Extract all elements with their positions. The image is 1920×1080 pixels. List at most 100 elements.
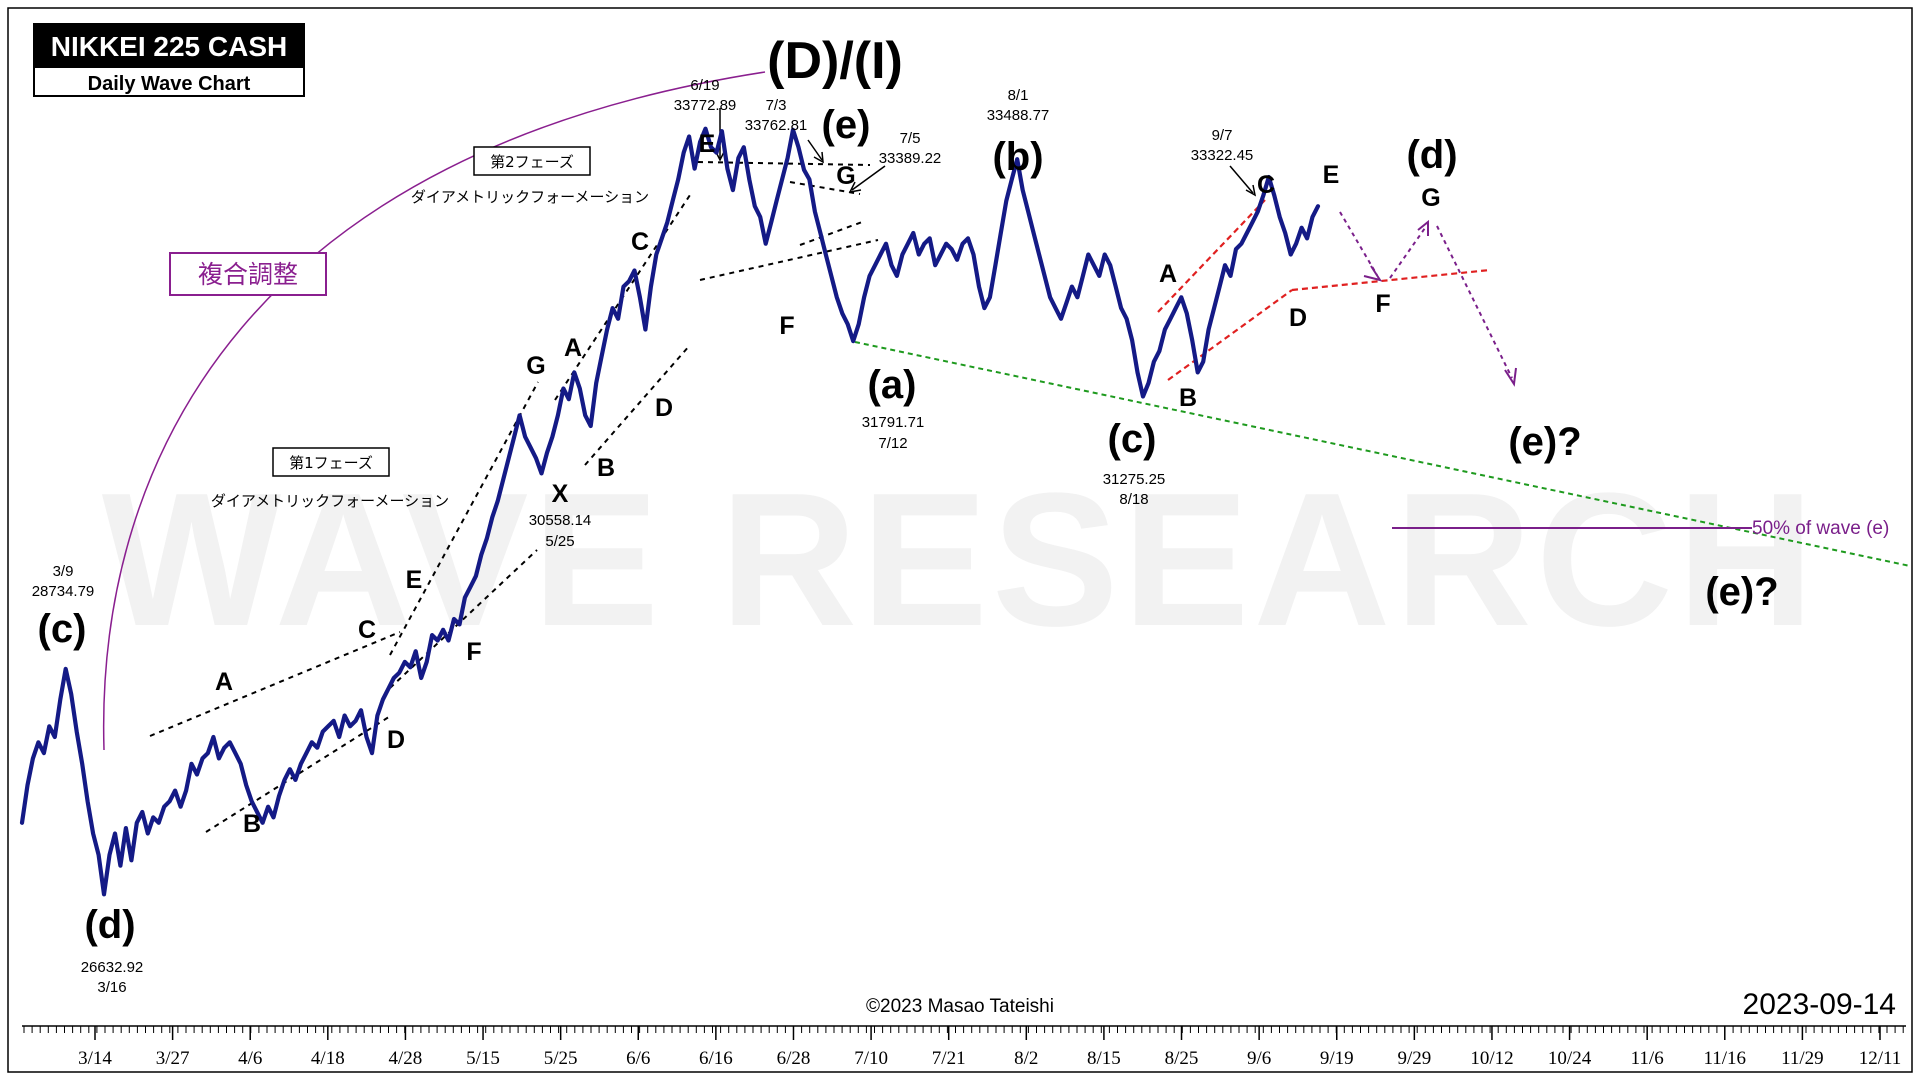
x-tick-label: 9/29 — [1397, 1048, 1431, 1069]
svg-text:F: F — [466, 638, 481, 666]
x-axis-ticks: 3/14 3/27 4/6 4/18 4/28 5/15 5/25 6/6 6/16 6/28 7/… — [78, 1026, 1901, 1069]
wave-label-e-q2: (e)? — [1705, 570, 1778, 614]
svg-text:3/9: 3/9 — [53, 563, 74, 580]
svg-text:5/25: 5/25 — [545, 533, 574, 550]
x-tick-label: 8/2 — [1014, 1048, 1038, 1069]
svg-text:7/3: 7/3 — [766, 97, 787, 114]
chart-frame — [7, 7, 1913, 1073]
svg-text:B: B — [597, 454, 615, 482]
svg-text:F: F — [779, 312, 794, 340]
x-tick-label: 4/6 — [238, 1048, 262, 1069]
x-tick-label: 3/27 — [156, 1048, 190, 1069]
x-tick-label: 6/28 — [777, 1048, 811, 1069]
svg-text:D: D — [655, 394, 673, 422]
svg-text:8/18: 8/18 — [1119, 491, 1148, 508]
wave-label-d-proj: (d) — [1406, 133, 1457, 177]
x-tick-label: 9/6 — [1247, 1048, 1271, 1069]
x-tick-label: 5/15 — [466, 1048, 500, 1069]
copyright: ©2023 Masao Tateishi — [866, 996, 1054, 1017]
svg-text:A: A — [215, 668, 233, 696]
date-stamp: 2023-09-14 — [1743, 988, 1896, 1021]
svg-text:7/5: 7/5 — [900, 130, 921, 147]
chart-title: NIKKEI 225 CASH — [51, 31, 288, 62]
svg-text:C: C — [358, 616, 376, 644]
triangle-lines — [1157, 199, 1491, 381]
watermark: WAVE RESEARCH — [102, 454, 1818, 666]
svg-text:E: E — [1323, 161, 1340, 189]
svg-text:D: D — [1289, 304, 1307, 332]
svg-text:33322.45: 33322.45 — [1191, 147, 1254, 164]
x-tick-label: 8/25 — [1165, 1048, 1199, 1069]
wave-label-e-top: (e) — [822, 103, 871, 147]
wave-label-top: (D)/(I) — [767, 32, 903, 90]
wave-label-e-q1: (e)? — [1508, 420, 1581, 464]
formation-2-label: ダイアメトリックフォーメーション — [411, 188, 649, 206]
svg-text:B: B — [243, 810, 261, 838]
svg-text:9/7: 9/7 — [1212, 127, 1233, 144]
svg-text:28734.79: 28734.79 — [32, 583, 95, 600]
x-tick-label: 12/11 — [1859, 1048, 1902, 1069]
svg-text:D: D — [387, 726, 405, 754]
phase-2-label: 第2フェーズ — [490, 153, 574, 171]
svg-text:31791.71: 31791.71 — [862, 414, 925, 431]
svg-text:C: C — [1257, 171, 1275, 199]
wave-label-c-mid: (c) — [1108, 417, 1157, 461]
wave-label-b-mid: (b) — [992, 135, 1043, 179]
svg-text:G: G — [836, 162, 855, 190]
svg-text:A: A — [1159, 260, 1177, 288]
wave-label-c-start: (c) — [38, 607, 87, 651]
svg-text:G: G — [1421, 184, 1440, 212]
svg-text:G: G — [526, 352, 545, 380]
x-tick-label: 10/24 — [1548, 1048, 1592, 1069]
chart-subtitle: Daily Wave Chart — [88, 73, 251, 95]
svg-text:A: A — [564, 334, 582, 362]
wave-label-x: X — [552, 480, 569, 508]
formation-1-label: ダイアメトリックフォーメーション — [211, 492, 449, 510]
svg-text:30558.14: 30558.14 — [529, 512, 592, 529]
svg-text:C: C — [631, 228, 649, 256]
svg-text:33772.89: 33772.89 — [674, 97, 737, 114]
phase-2-box — [473, 146, 591, 176]
svg-text:7/12: 7/12 — [878, 435, 907, 452]
fifty-pct-label: 50% of wave (e) — [1752, 518, 1889, 539]
x-tick-label: 8/15 — [1087, 1048, 1121, 1069]
x-tick-label: 4/18 — [311, 1048, 345, 1069]
x-tick-label: 11/29 — [1781, 1048, 1824, 1069]
price-series-line — [19, 126, 1321, 897]
svg-text:33488.77: 33488.77 — [987, 107, 1050, 124]
wave-label-a-mid: (a) — [868, 363, 917, 407]
svg-text:B: B — [1179, 384, 1197, 412]
svg-text:33762.81: 33762.81 — [745, 117, 808, 134]
x-tick-label: 5/25 — [544, 1048, 578, 1069]
complex-correction-box — [169, 252, 327, 296]
svg-text:31275.25: 31275.25 — [1103, 471, 1166, 488]
svg-text:6/19: 6/19 — [690, 77, 719, 94]
svg-text:3/16: 3/16 — [97, 979, 126, 996]
x-tick-label: 11/16 — [1703, 1048, 1746, 1069]
svg-text:F: F — [1375, 290, 1390, 318]
x-tick-label: 4/28 — [389, 1048, 423, 1069]
svg-text:E: E — [406, 566, 423, 594]
x-tick-label: 9/19 — [1320, 1048, 1354, 1069]
x-tick-label: 6/6 — [626, 1048, 650, 1069]
wave-labels: (D)/(I) (c) (d) (a) (b) (c) (d) (e) (e)?… — [38, 32, 1779, 947]
x-tick-label: 11/6 — [1631, 1048, 1664, 1069]
x-tick-label: 3/14 — [78, 1048, 112, 1069]
wave-label-d-start: (d) — [84, 903, 135, 947]
title-bar — [34, 24, 304, 68]
svg-text:26632.92: 26632.92 — [81, 959, 144, 976]
svg-text:33389.22: 33389.22 — [879, 150, 942, 167]
svg-text:8/1: 8/1 — [1008, 87, 1029, 104]
projection-arrows — [1339, 211, 1517, 387]
complex-correction-arc — [102, 71, 766, 751]
price-annotations: 3/9 28734.79 26632.92 3/16 30558.14 5/25… — [32, 77, 1254, 996]
x-tick-label: 10/12 — [1470, 1048, 1513, 1069]
x-tick-label: 6/16 — [699, 1048, 733, 1069]
complex-correction-label: 複合調整 — [198, 261, 298, 289]
phase-1-box — [272, 447, 390, 477]
x-tick-label: 7/10 — [854, 1048, 888, 1069]
phase-1-label: 第1フェーズ — [289, 454, 373, 472]
x-tick-label: 7/21 — [932, 1048, 966, 1069]
